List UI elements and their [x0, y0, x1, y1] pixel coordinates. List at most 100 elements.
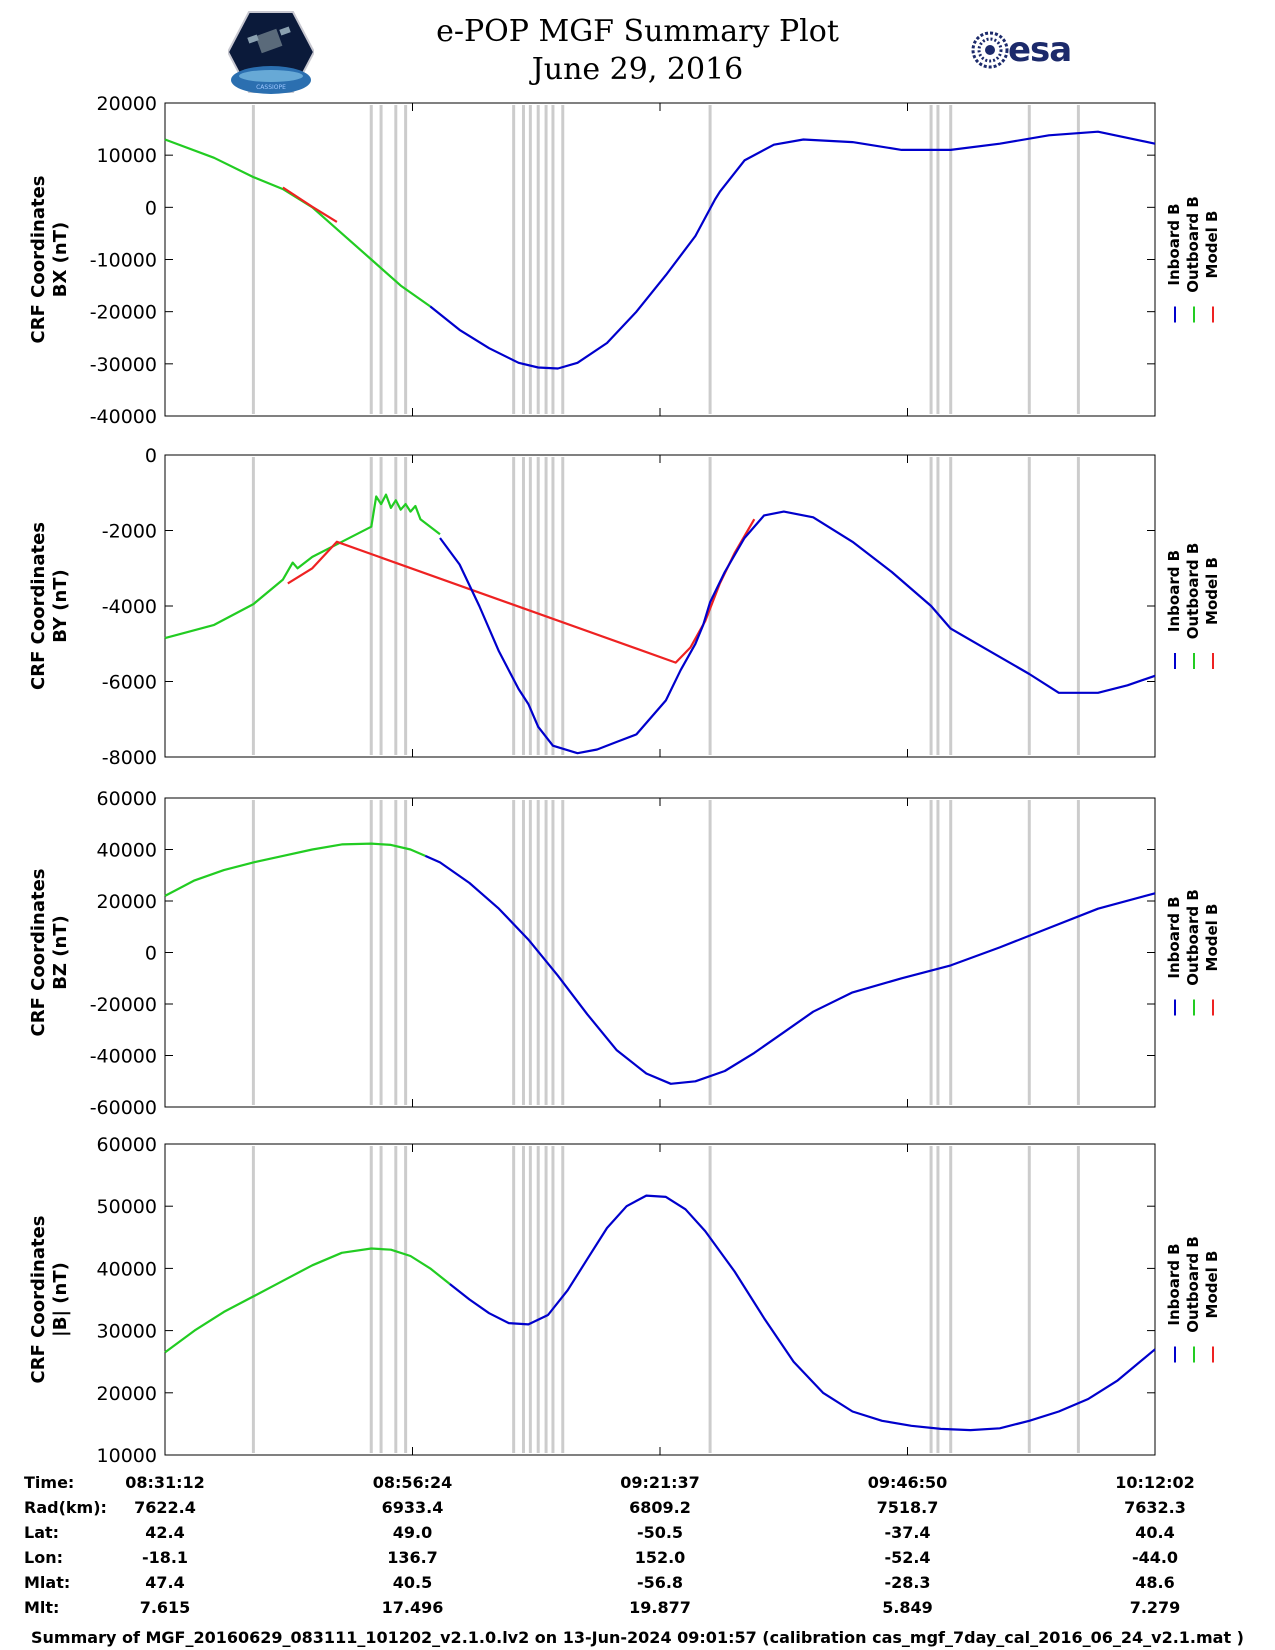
cassiope-logo: CASSIOPE — [228, 11, 314, 94]
y-tick-label: 10000 — [97, 145, 157, 167]
y-axis-label: CRF CoordinatesBZ (nT) — [28, 869, 71, 1037]
y-tick-label: -30000 — [90, 354, 157, 376]
info-cell: 7.279 — [1130, 1598, 1181, 1617]
y-axis-label: CRF Coordinates|B| (nT) — [28, 1216, 71, 1384]
plot-frame — [164, 102, 1156, 417]
y-tick-label: -2000 — [102, 521, 157, 543]
series-line-model-b — [287, 518, 756, 664]
y-tick-label: 30000 — [97, 1321, 157, 1343]
info-cell: 5.849 — [882, 1598, 933, 1617]
y-axis-label-line: |B| (nT) — [50, 1262, 71, 1337]
info-cell: 48.6 — [1135, 1573, 1174, 1592]
legend-label: Inboard B — [1165, 1243, 1183, 1325]
y-tick-label: 10000 — [97, 1445, 157, 1467]
footer-caption: Summary of MGF_20160629_083111_101202_v2… — [31, 1628, 1244, 1647]
cassiope-logo-text: CASSIOPE — [256, 84, 286, 91]
series-line-inboard-b — [429, 130, 1156, 370]
y-tick-label: -4000 — [102, 596, 157, 618]
y-axis-label: CRF CoordinatesBX (nT) — [28, 176, 71, 344]
series-line-outboard-b — [164, 1247, 451, 1354]
info-row-label: Lon: — [24, 1548, 63, 1567]
info-cell: 136.7 — [387, 1548, 438, 1567]
y-tick-label: -20000 — [90, 994, 157, 1016]
info-row-label: Time: — [24, 1473, 74, 1492]
y-axis-label-line: CRF Coordinates — [28, 522, 49, 690]
y-tick-label: 40000 — [97, 840, 157, 862]
info-cell: 40.4 — [1135, 1523, 1174, 1542]
y-axis-label-line: BY (nT) — [50, 569, 71, 643]
y-tick-label: 40000 — [97, 1258, 157, 1280]
legend-label: Model B — [1203, 904, 1221, 972]
info-cell: 10:12:02 — [1115, 1473, 1195, 1492]
series-line-outboard-b — [164, 842, 426, 897]
y-tick-label: -10000 — [90, 250, 157, 272]
legend-label: Outboard B — [1184, 543, 1202, 640]
series-line-outboard-b — [164, 138, 431, 308]
y-tick-label: 20000 — [97, 1383, 157, 1405]
y-axis-label-line: BZ (nT) — [50, 915, 71, 990]
y-axis-label: CRF CoordinatesBY (nT) — [28, 522, 71, 690]
series-line-inboard-b — [449, 1194, 1156, 1432]
y-tick-label: 20000 — [97, 891, 157, 913]
panel-3: 60000 40000 20000 0 -20000 -40000 -60000 CRF Co… — [28, 788, 1221, 1119]
info-cell: -50.5 — [637, 1523, 683, 1542]
info-cell: 152.0 — [635, 1548, 686, 1567]
info-cell: 7.615 — [140, 1598, 191, 1617]
series-line-inboard-b — [424, 854, 1156, 1085]
esa-logo-mark — [971, 31, 1009, 69]
plot-frame — [164, 797, 1156, 1108]
plot-date: June 29, 2016 — [531, 52, 744, 87]
legend: Inboard B Outboard B Model B — [1165, 543, 1221, 669]
legend: Inboard B Outboard B Model B — [1165, 196, 1221, 323]
info-cell: 6809.2 — [629, 1498, 691, 1517]
y-tick-label: 20000 — [97, 93, 157, 115]
series-line-outboard-b — [164, 493, 441, 640]
info-cell: -37.4 — [884, 1523, 930, 1542]
info-cell: -28.3 — [884, 1573, 930, 1592]
y-tick-label: -60000 — [90, 1097, 157, 1119]
info-cell: 40.5 — [393, 1573, 432, 1592]
panel-4: 60000 50000 40000 30000 20000 10000 CRF Coordi… — [28, 1134, 1221, 1467]
legend-label: Inboard B — [1165, 896, 1183, 978]
info-cell: 08:31:12 — [125, 1473, 205, 1492]
plot-frame — [164, 454, 1156, 758]
y-axis-label-line: CRF Coordinates — [28, 1216, 49, 1384]
y-tick-label: -6000 — [102, 672, 157, 694]
info-cell: 49.0 — [393, 1523, 432, 1542]
plot-frame — [164, 1143, 1156, 1456]
y-tick-label: -40000 — [90, 1046, 157, 1068]
y-tick-label: 0 — [145, 197, 157, 219]
panel-1: 20000 10000 0 -10000 -20000 -30000 -40000 CRF C… — [28, 93, 1221, 428]
info-cell: 7632.3 — [1124, 1498, 1186, 1517]
panel-2: 0 -2000 -4000 -6000 -8000 CRF CoordinatesBY (… — [28, 445, 1221, 769]
legend-label: Inboard B — [1165, 550, 1183, 632]
info-cell: 09:46:50 — [868, 1473, 948, 1492]
info-cell: -52.4 — [884, 1548, 930, 1567]
info-cell: -56.8 — [637, 1573, 683, 1592]
info-cell: 17.496 — [382, 1598, 444, 1617]
series-line-inboard-b — [439, 510, 1156, 755]
info-cell: 08:56:24 — [373, 1473, 453, 1492]
legend: Inboard B Outboard B Model B — [1165, 889, 1221, 1016]
info-cell: 7622.4 — [134, 1498, 196, 1517]
info-cell: 6933.4 — [382, 1498, 444, 1517]
info-cell: -18.1 — [142, 1548, 188, 1567]
info-row-label: Lat: — [24, 1523, 59, 1542]
y-tick-label: -40000 — [90, 406, 157, 428]
y-axis-label-line: CRF Coordinates — [28, 869, 49, 1037]
legend-label: Inboard B — [1165, 203, 1183, 285]
y-tick-label: 50000 — [97, 1196, 157, 1218]
info-cell: 7518.7 — [877, 1498, 939, 1517]
legend-label: Outboard B — [1184, 1236, 1202, 1333]
info-row-label: Mlt: — [24, 1598, 59, 1617]
legend-label: Model B — [1203, 557, 1221, 625]
series-line-model-b — [282, 186, 338, 223]
esa-logo-text: esa — [1008, 30, 1072, 70]
plot-title: e-POP MGF Summary Plot — [436, 14, 839, 49]
legend-label: Model B — [1203, 211, 1221, 279]
y-axis-label-line: BX (nT) — [50, 222, 71, 297]
y-tick-label: -20000 — [90, 302, 157, 324]
y-tick-label: 60000 — [97, 1134, 157, 1156]
y-tick-label: 0 — [145, 445, 157, 467]
